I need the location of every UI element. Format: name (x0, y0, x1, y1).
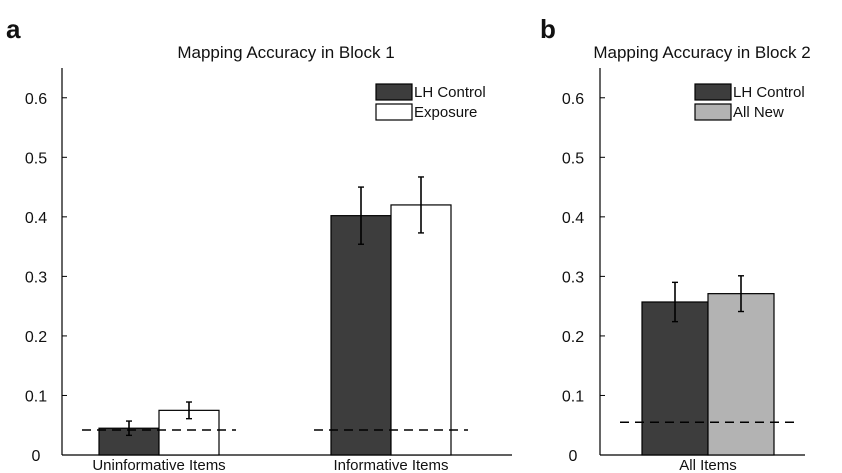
legend-swatch (694, 103, 732, 121)
panel-a-chart: a Mapping Accuracy in Block 1 0 0.1 0.2 0.3… (6, 14, 512, 473)
panel-b-chart: b Mapping Accuracy in Block 2 0 0.1 0.2 0.3… (540, 14, 811, 473)
y-tick-label: 0 (32, 448, 41, 465)
bar (390, 204, 452, 456)
panel-a-label: a (6, 14, 21, 44)
y-tick-label: 0.2 (25, 329, 47, 346)
y-tick-label: 0.4 (562, 210, 584, 227)
panel-b-legend: LH Control All New (694, 83, 805, 121)
panel-a-bars (82, 176, 468, 456)
bar (330, 215, 392, 456)
legend-swatch (694, 83, 732, 101)
y-tick-label: 0.5 (25, 150, 47, 167)
legend-swatch (375, 83, 413, 101)
legend-label: Exposure (414, 104, 477, 121)
x-category-label: All Items (679, 457, 737, 473)
y-tick-label: 0.1 (25, 388, 47, 405)
y-tick-label: 0.2 (562, 329, 584, 346)
legend-label: LH Control (733, 84, 805, 101)
panel-a-legend: LH Control Exposure (375, 83, 486, 121)
legend-swatch (375, 103, 413, 121)
bar (707, 293, 775, 456)
y-tick-label: 0.3 (25, 269, 47, 286)
y-tick-label: 0.6 (562, 91, 584, 108)
panel-a-title: Mapping Accuracy in Block 1 (177, 43, 394, 62)
y-tick-label: 0.3 (562, 269, 584, 286)
bar (641, 301, 709, 456)
panel-b-label: b (540, 14, 556, 44)
y-tick-label: 0.5 (562, 150, 584, 167)
y-tick-label: 0 (569, 448, 578, 465)
y-tick-label: 0.6 (25, 91, 47, 108)
x-category-label: Informative Items (333, 457, 448, 473)
legend-label: All New (733, 104, 784, 121)
y-tick-label: 0.1 (562, 388, 584, 405)
x-category-label: Uninformative Items (92, 457, 225, 473)
panel-b-title: Mapping Accuracy in Block 2 (593, 43, 810, 62)
panel-a-axes: 0 0.1 0.2 0.3 0.4 0.5 0.6 Uninformative Items In… (25, 68, 512, 473)
panel-b-axes: 0 0.1 0.2 0.3 0.4 0.5 0.6 All Items (562, 68, 805, 473)
y-tick-label: 0.4 (25, 210, 47, 227)
legend-label: LH Control (414, 84, 486, 101)
panel-b-bars (620, 275, 796, 456)
